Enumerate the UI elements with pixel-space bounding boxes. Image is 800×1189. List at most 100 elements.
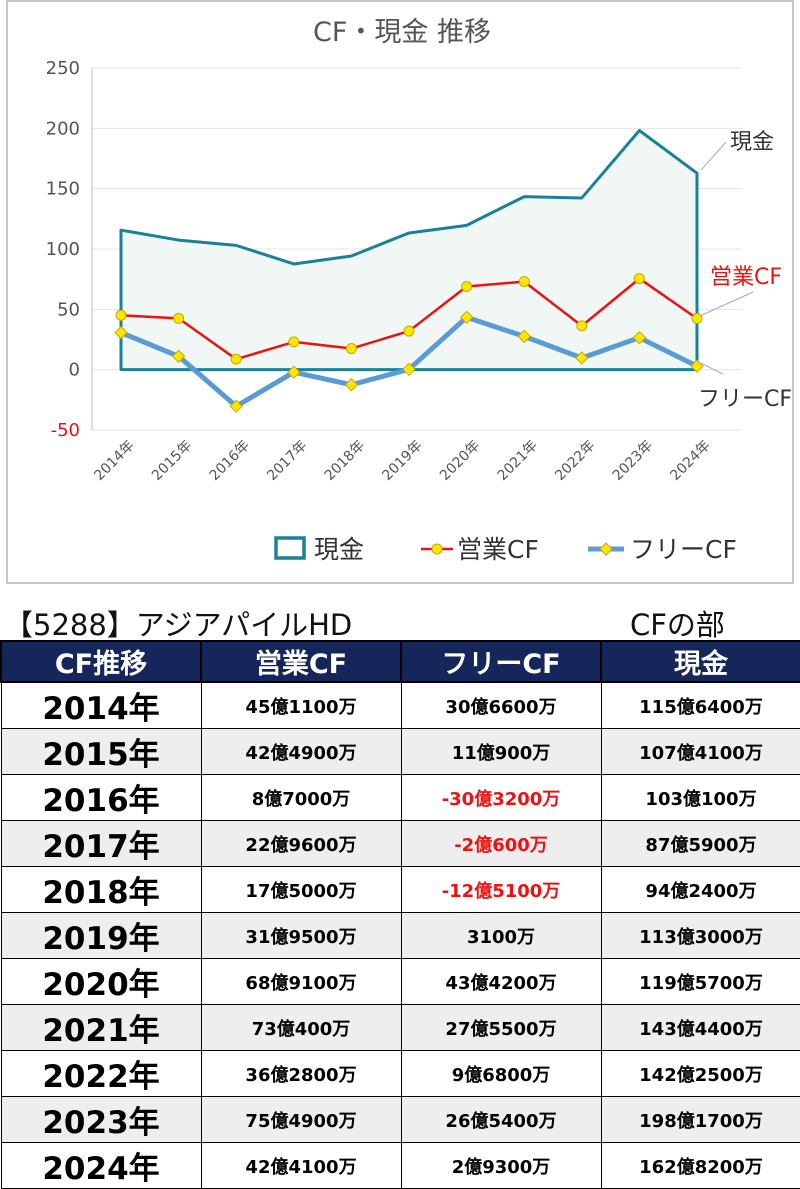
free-cf-cell: 3100万 [400, 912, 602, 959]
series-end-label: 営業CF [710, 265, 782, 290]
free-cf-point [287, 365, 301, 379]
free-cf-cell: 2億9300万 [400, 1142, 602, 1189]
legend-label-operating: 営業CF [457, 535, 539, 564]
x-tick-label: 2020年 [437, 438, 483, 484]
y-tick-label: -50 [51, 420, 80, 441]
free-cf-cell: -2億600万 [400, 820, 602, 867]
operating-cf-cell: 8億7000万 [200, 774, 402, 821]
year-cell: 2015年 [0, 728, 202, 775]
operating-cf-cell: 17億5000万 [200, 866, 402, 913]
free-cf-point [632, 330, 647, 345]
chart-title: CF・現金 推移 [313, 17, 491, 48]
cash-cell: 143億4400万 [600, 1004, 800, 1051]
table-row: 2017年 22億9600万 -2億600万 87億5900万 [0, 820, 800, 867]
series-end-label: フリーCF [698, 387, 792, 412]
year-cell: 2019年 [0, 912, 202, 959]
x-tick-label: 2023年 [610, 438, 656, 484]
free-cf-cell: -12億5100万 [400, 866, 602, 913]
table-row: 2020年 68億9100万 43億4200万 119億5700万 [0, 958, 800, 1005]
operating-cf-cell: 36億2800万 [200, 1050, 402, 1097]
legend-swatch-free-marker [599, 542, 613, 556]
operating-cf-point [461, 281, 473, 293]
leader-line [700, 141, 727, 171]
x-tick-label: 2017年 [264, 438, 310, 484]
x-tick-label: 2022年 [552, 438, 598, 484]
cash-cell: 103億100万 [600, 774, 800, 821]
operating-cf-point [288, 336, 300, 348]
table-row: 2024年 42億4100万 2億9300万 162億8200万 [0, 1142, 800, 1189]
year-cell: 2020年 [0, 958, 202, 1005]
x-tick-label: 2016年 [207, 438, 253, 484]
table-row: 2016年 8億7000万 -30億3200万 103億100万 [0, 774, 800, 821]
x-tick-label: 2014年 [91, 438, 137, 484]
leader-line [700, 291, 754, 316]
operating-cf-cell: 22億9600万 [200, 820, 402, 867]
column-header-year: CF推移 [0, 640, 202, 683]
table-row: 2022年 36億2800万 9億6800万 142億2500万 [0, 1050, 800, 1097]
operating-cf-cell: 75億4900万 [200, 1096, 402, 1143]
operating-cf-cell: 68億9100万 [200, 958, 402, 1005]
x-tick-label: 2021年 [495, 438, 541, 484]
legend-label-cash: 現金 [314, 535, 364, 564]
year-cell: 2024年 [0, 1142, 202, 1189]
section-title: CFの部 [630, 608, 725, 642]
year-cell: 2023年 [0, 1096, 202, 1143]
year-cell: 2016年 [0, 774, 202, 821]
cash-cell: 142億2500万 [600, 1050, 800, 1097]
chart-panel: CF・現金 推移 250 200 150 100 50 0 -50 2014年 2015年 2016… [6, 0, 794, 584]
year-cell: 2022年 [0, 1050, 202, 1097]
x-tick-label: 2015年 [149, 438, 195, 484]
legend-label-free: フリーCF [630, 535, 737, 564]
cash-cell: 107億4100万 [600, 728, 800, 775]
operating-cf-cell: 42億4900万 [200, 728, 402, 775]
free-cf-cell: 11億900万 [400, 728, 602, 775]
column-header-cash: 現金 [600, 640, 800, 683]
year-cell: 2021年 [0, 1004, 202, 1051]
cash-cell: 87億5900万 [600, 820, 800, 867]
free-cf-point [229, 399, 243, 413]
operating-cf-point [518, 276, 530, 288]
free-cf-point [344, 378, 359, 392]
cf-cash-line-chart: CF・現金 推移 250 200 150 100 50 0 -50 2014年 2015年 2016… [46, 17, 792, 564]
free-cf-point [575, 351, 589, 365]
free-cf-cell: 43億4200万 [400, 958, 602, 1005]
table-row: 2023年 75億4900万 26億5400万 198億1700万 [0, 1096, 800, 1143]
operating-cf-point [115, 309, 127, 321]
free-cf-cell: 27億5500万 [400, 1004, 602, 1051]
cash-cell: 198億1700万 [600, 1096, 800, 1143]
operating-cf-point [403, 325, 415, 337]
year-cell: 2017年 [0, 820, 202, 867]
free-cf-point [402, 362, 416, 377]
legend-swatch-operating-marker [431, 543, 443, 555]
y-tick-label: 200 [46, 118, 80, 139]
y-tick-label: 100 [46, 239, 80, 260]
y-tick-label: 50 [57, 299, 80, 320]
table-row: 2019年 31億9500万 3100万 113億3000万 [0, 912, 800, 959]
column-header-operating-cf: 営業CF [200, 640, 402, 683]
column-header-free-cf: フリーCF [400, 640, 602, 683]
table-header: CF推移 営業CF フリーCF 現金 [0, 640, 800, 683]
operating-cf-point [173, 312, 185, 324]
free-cf-point [459, 310, 474, 325]
table-row: 2018年 17億5000万 -12億5100万 94億2400万 [0, 866, 800, 913]
operating-cf-point [230, 353, 242, 365]
company-title: 【5288】アジアパイルHD [4, 608, 353, 642]
free-cf-point [171, 349, 186, 363]
x-tick-label: 2018年 [322, 438, 368, 484]
operating-cf-cell: 45億1100万 [200, 681, 402, 729]
free-cf-point [114, 325, 128, 340]
free-cf-cell: 9億6800万 [400, 1050, 602, 1097]
cash-cell: 162億8200万 [600, 1142, 800, 1189]
table-row: 2014年 45億1100万 30億6600万 115億6400万 [0, 681, 800, 729]
legend-swatch-cash [274, 536, 306, 560]
cf-table: CF推移 営業CF フリーCF 現金 2014年 45億1100万 30億6600万… [0, 640, 800, 1189]
y-tick-label: 0 [69, 360, 80, 381]
free-cf-cell: -30億3200万 [400, 774, 602, 821]
free-cf-point [690, 359, 704, 373]
operating-cf-point [633, 273, 645, 285]
operating-cf-point [576, 320, 588, 332]
leader-line [700, 362, 724, 375]
free-cf-cell: 26億5400万 [400, 1096, 602, 1143]
cash-area [119, 129, 699, 372]
x-tick-label: 2019年 [379, 438, 425, 484]
